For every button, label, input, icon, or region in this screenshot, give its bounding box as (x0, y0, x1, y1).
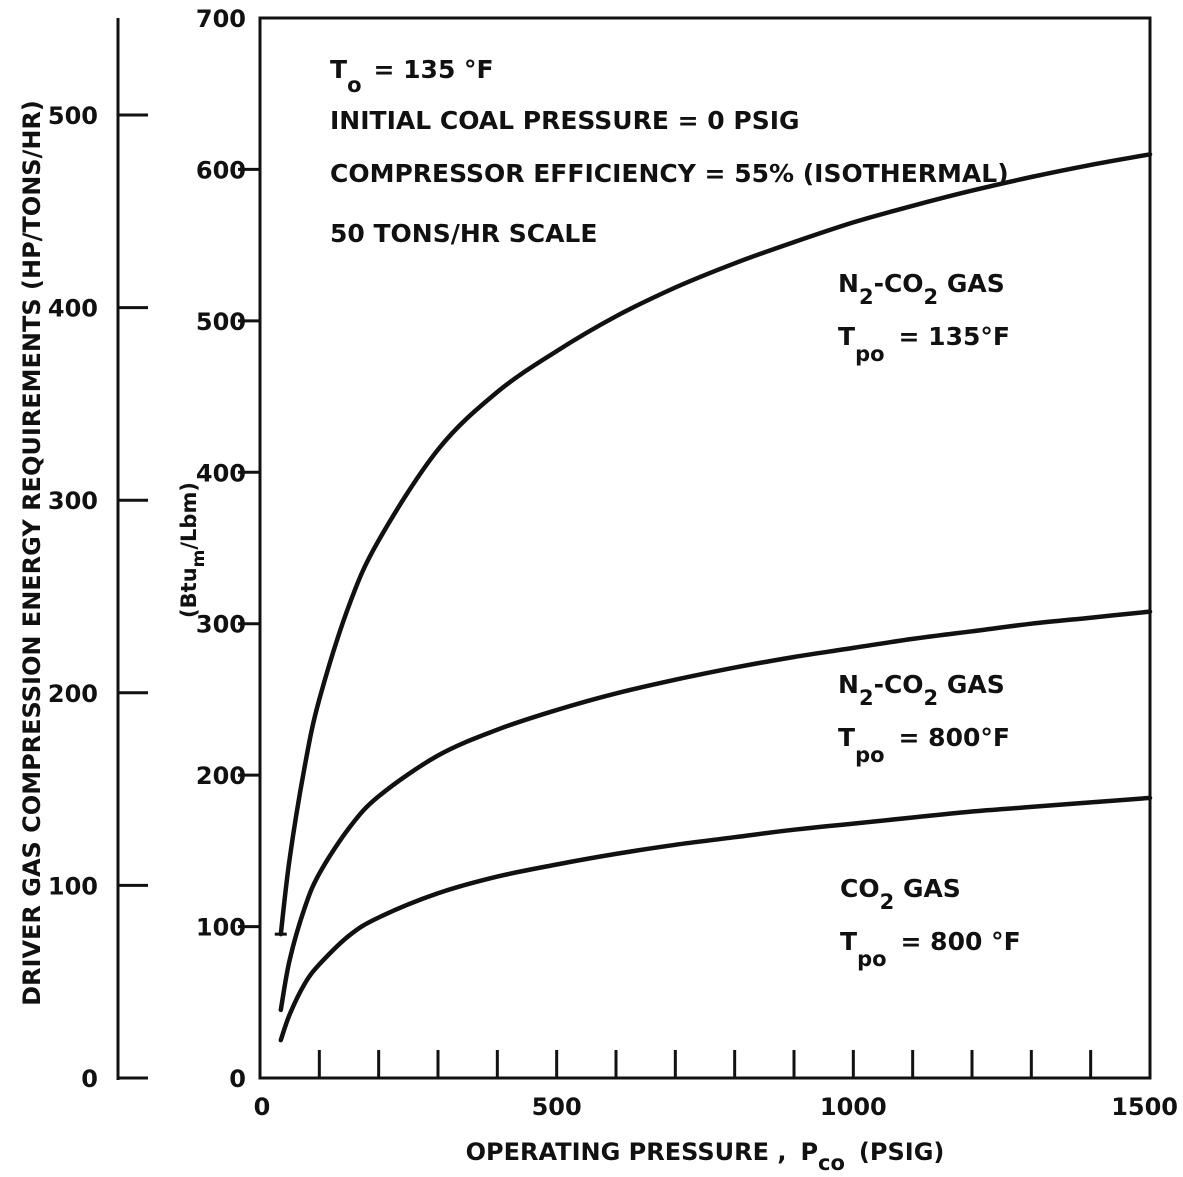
note-to-t: T (330, 55, 347, 84)
y-tick-label: 700 (196, 5, 246, 33)
x-axis-label: OPERATING PRESSURE , Pco (PSIG) (466, 1138, 945, 1175)
series-label-2: N2-CO2 GAS Tpo= 800°F (838, 670, 1010, 767)
note-to-rest: = 135 °F (374, 55, 494, 84)
left-tick-label: 100 (48, 872, 98, 900)
left-tick-label: 500 (48, 102, 98, 130)
left-axis-ticks: 0 100 200 300 400 500 (48, 102, 148, 1093)
plot-frame (258, 16, 1152, 1080)
y-tick-label: 300 (196, 611, 246, 639)
series-2-gas: N2-CO2 GAS (838, 670, 1005, 710)
inner-y-label-a: (Btu (177, 567, 201, 618)
note-to-sub: o (347, 73, 361, 97)
note-compressor-efficiency: COMPRESSOR EFFICIENCY = 55% (ISOTHERMAL) (330, 159, 1009, 188)
data-curves (274, 152, 1153, 1043)
note-coal-pressure: INITIAL COAL PRESSURE = 0 PSIG (330, 106, 800, 135)
x-tick-label: 1000 (820, 1093, 887, 1121)
y-tick-label: 400 (196, 459, 246, 487)
series-label-1: N2-CO2 GAS Tpo= 135°F (838, 269, 1010, 366)
series-2-temp: Tpo= 800°F (838, 723, 1010, 767)
series-1-gas: N2-CO2 GAS (838, 269, 1005, 309)
conditions-note: To = 135 °F INITIAL COAL PRESSURE = 0 PSI… (330, 55, 1009, 248)
inner-y-label-sub: m (189, 550, 209, 568)
series-3-temp: Tpo= 800 °F (840, 927, 1021, 971)
x-tick-label: 0 (254, 1093, 271, 1121)
series-line-2 (278, 609, 1153, 1013)
x-axis-ticks: 0 500 1000 1500 (254, 1050, 1178, 1121)
x-tick-label: 1500 (1111, 1093, 1178, 1121)
y-tick-label: 100 (196, 914, 246, 942)
series-1-temp: Tpo= 135°F (838, 322, 1010, 366)
y-tick-label: 0 (229, 1065, 246, 1093)
series-3-gas: CO2 GAS (840, 874, 961, 914)
series-line-1 (278, 152, 1153, 937)
y-tick-label: 600 (196, 156, 246, 184)
left-tick-label: 0 (81, 1065, 98, 1093)
series-label-3: CO2 GAS Tpo= 800 °F (840, 874, 1021, 971)
note-to: To = 135 °F (330, 55, 494, 97)
left-tick-label: 200 (48, 680, 98, 708)
x-tick-label: 500 (532, 1093, 582, 1121)
left-axis-label: DRIVER GAS COMPRESSION ENERGY REQUIREMEN… (18, 100, 46, 1006)
inner-y-label-b: /Lbm) (177, 482, 201, 550)
y-tick-label: 500 (196, 308, 246, 336)
y-tick-label: 200 (196, 762, 246, 790)
note-scale: 50 TONS/HR SCALE (330, 219, 597, 248)
y-axis-ticks: 0 100 200 300 400 500 600 700 (196, 5, 260, 1093)
left-tick-label: 400 (48, 295, 98, 323)
left-tick-label: 300 (48, 487, 98, 515)
series-line-3 (278, 795, 1153, 1043)
inner-y-label: (Btum/Lbm) (177, 482, 209, 618)
